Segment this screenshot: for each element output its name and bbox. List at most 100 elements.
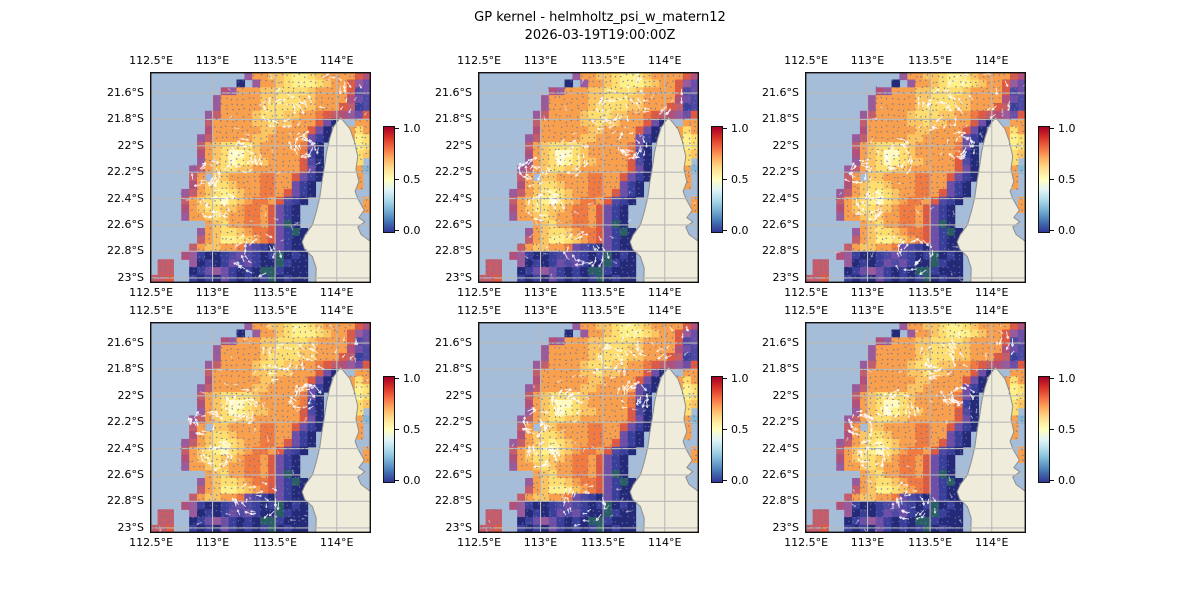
map-canvas [478, 322, 699, 533]
colorbar: 1.0 0.5 0.0 [383, 372, 453, 487]
x-tick-bottom: 113°E [850, 286, 885, 299]
y-tick: 22.4°S [107, 191, 144, 205]
y-tick: 22.6°S [435, 467, 472, 481]
colorbar-tick-label: 0.0 [731, 474, 749, 487]
map-canvas [150, 72, 371, 283]
y-tick: 22°S [117, 388, 144, 402]
colorbar-tick-label: 0.5 [731, 173, 749, 186]
y-tick: 22°S [772, 138, 799, 152]
y-tick: 21.6°S [107, 336, 144, 350]
y-tick: 22°S [445, 388, 472, 402]
y-tick: 22.2°S [762, 415, 799, 429]
x-tick-top: 114°E [320, 54, 354, 67]
y-tick: 22.8°S [762, 244, 799, 258]
y-tick: 21.8°S [107, 112, 144, 126]
map-canvas [805, 322, 1026, 533]
x-tick-top: 113°E [523, 54, 558, 67]
colorbar-tickmark [395, 230, 399, 231]
y-tick: 21.8°S [435, 362, 472, 376]
y-tick: 23°S [445, 270, 472, 284]
x-tick-bottom: 113°E [523, 536, 558, 549]
y-tick: 22.8°S [435, 494, 472, 508]
colorbar-tick-label: 1.0 [1058, 372, 1076, 385]
y-tick: 21.8°S [762, 112, 799, 126]
y-tick: 22.4°S [435, 441, 472, 455]
y-tick: 22.4°S [435, 191, 472, 205]
y-tick: 22.8°S [107, 244, 144, 258]
y-tick: 22.4°S [762, 441, 799, 455]
colorbar-tickmark [395, 378, 399, 379]
colorbar-tick-label: 0.5 [403, 423, 421, 436]
colorbar-tickmark [395, 128, 399, 129]
x-tick-top: 112.5°E [784, 54, 829, 67]
colorbar: 1.0 0.5 0.0 [711, 372, 781, 487]
x-tick-bottom: 112.5°E [784, 536, 829, 549]
x-tick-bottom: 114°E [975, 286, 1009, 299]
x-tick-top: 112.5°E [784, 304, 829, 317]
x-tick-bottom: 113°E [523, 286, 558, 299]
panel-1: 1.0 0.5 0.0 112.5°E 113°E 113.5°E 114°E 112.5°… [107, 54, 420, 299]
y-tick: 23°S [117, 270, 144, 284]
x-tick-top: 113.5°E [581, 304, 626, 317]
x-tick-top: 113°E [523, 304, 558, 317]
colorbar-tick-label: 0.0 [403, 474, 421, 487]
colorbar: 1.0 0.5 0.0 [711, 122, 781, 237]
x-tick-top: 112.5°E [457, 304, 502, 317]
map-canvas [805, 72, 1026, 283]
x-tick-top: 114°E [648, 304, 682, 317]
colorbar-tick-label: 0.5 [731, 423, 749, 436]
y-tick: 22.6°S [762, 467, 799, 481]
x-tick-bottom: 114°E [975, 536, 1009, 549]
y-tick: 22.8°S [762, 494, 799, 508]
colorbar-tickmark [723, 128, 727, 129]
y-tick: 23°S [117, 520, 144, 534]
x-tick-bottom: 114°E [320, 286, 354, 299]
x-tick-top: 113.5°E [581, 54, 626, 67]
x-tick-bottom: 114°E [320, 536, 354, 549]
x-tick-bottom: 113.5°E [908, 286, 953, 299]
y-tick: 22.8°S [435, 244, 472, 258]
colorbar-tick-label: 0.5 [403, 173, 421, 186]
y-tick: 23°S [772, 270, 799, 284]
colorbar-gradient [711, 126, 723, 233]
y-tick: 23°S [772, 520, 799, 534]
colorbar-tickmark [1050, 429, 1054, 430]
x-tick-bottom: 112.5°E [129, 286, 174, 299]
map-canvas [478, 72, 699, 283]
colorbar-tick-label: 0.0 [1058, 224, 1076, 237]
map-canvas [150, 322, 371, 533]
colorbar-tickmark [395, 480, 399, 481]
y-tick: 21.6°S [762, 336, 799, 350]
y-tick: 22°S [772, 388, 799, 402]
colorbar-tickmark [723, 429, 727, 430]
x-tick-bottom: 113.5°E [908, 536, 953, 549]
x-tick-bottom: 114°E [648, 286, 682, 299]
x-tick-bottom: 112.5°E [457, 536, 502, 549]
y-tick: 22.6°S [762, 217, 799, 231]
colorbar-tick-label: 0.5 [1058, 173, 1076, 186]
colorbar: 1.0 0.5 0.0 [1038, 372, 1108, 487]
colorbar: 1.0 0.5 0.0 [1038, 122, 1108, 237]
colorbar-tick-label: 1.0 [731, 372, 749, 385]
colorbar-tick-label: 1.0 [1058, 122, 1076, 135]
x-tick-bottom: 112.5°E [784, 286, 829, 299]
x-tick-top: 113°E [195, 54, 230, 67]
x-tick-top: 114°E [975, 304, 1009, 317]
colorbar-tick-label: 0.0 [403, 224, 421, 237]
x-tick-bottom: 112.5°E [129, 536, 174, 549]
colorbar-tick-label: 0.5 [1058, 423, 1076, 436]
colorbar-tick-label: 0.0 [731, 224, 749, 237]
x-tick-top: 113.5°E [253, 54, 298, 67]
colorbar-tickmark [1050, 128, 1054, 129]
colorbar-tickmark [723, 179, 727, 180]
x-tick-top: 113°E [850, 54, 885, 67]
colorbar-gradient [711, 376, 723, 483]
y-tick: 22.4°S [762, 191, 799, 205]
x-tick-bottom: 113°E [195, 536, 230, 549]
colorbar-gradient [383, 126, 395, 233]
x-tick-bottom: 114°E [648, 536, 682, 549]
y-tick: 21.6°S [762, 86, 799, 100]
y-tick: 22.2°S [107, 165, 144, 179]
x-tick-top: 112.5°E [457, 54, 502, 67]
y-tick: 22.2°S [762, 165, 799, 179]
